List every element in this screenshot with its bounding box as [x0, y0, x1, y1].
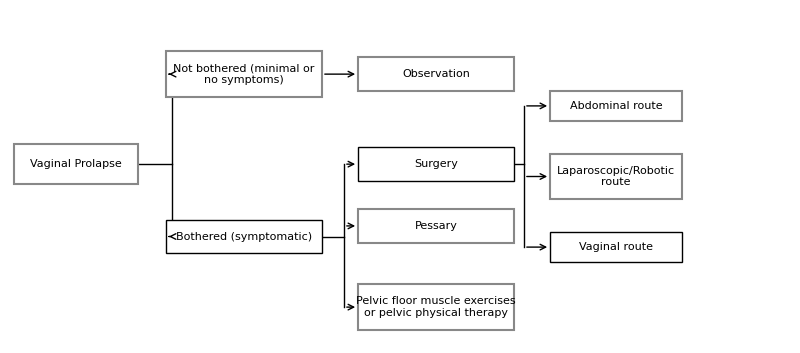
- Text: Surgery: Surgery: [414, 159, 458, 169]
- FancyBboxPatch shape: [166, 220, 322, 253]
- FancyBboxPatch shape: [358, 209, 514, 243]
- FancyBboxPatch shape: [358, 57, 514, 91]
- FancyBboxPatch shape: [550, 232, 682, 262]
- FancyBboxPatch shape: [550, 154, 682, 199]
- FancyBboxPatch shape: [166, 51, 322, 97]
- Text: Abdominal route: Abdominal route: [570, 101, 662, 111]
- Text: Pelvic floor muscle exercises
or pelvic physical therapy: Pelvic floor muscle exercises or pelvic …: [356, 296, 516, 318]
- Text: Vaginal route: Vaginal route: [579, 242, 653, 252]
- FancyBboxPatch shape: [358, 148, 514, 181]
- Text: Not bothered (minimal or
no symptoms): Not bothered (minimal or no symptoms): [174, 63, 314, 85]
- FancyBboxPatch shape: [14, 144, 138, 184]
- Text: Bothered (symptomatic): Bothered (symptomatic): [176, 232, 312, 241]
- FancyBboxPatch shape: [550, 91, 682, 121]
- Text: Observation: Observation: [402, 69, 470, 79]
- Text: Pessary: Pessary: [414, 221, 458, 231]
- Text: Laparoscopic/Robotic
route: Laparoscopic/Robotic route: [557, 166, 675, 187]
- FancyBboxPatch shape: [358, 284, 514, 330]
- Text: Vaginal Prolapse: Vaginal Prolapse: [30, 159, 122, 169]
